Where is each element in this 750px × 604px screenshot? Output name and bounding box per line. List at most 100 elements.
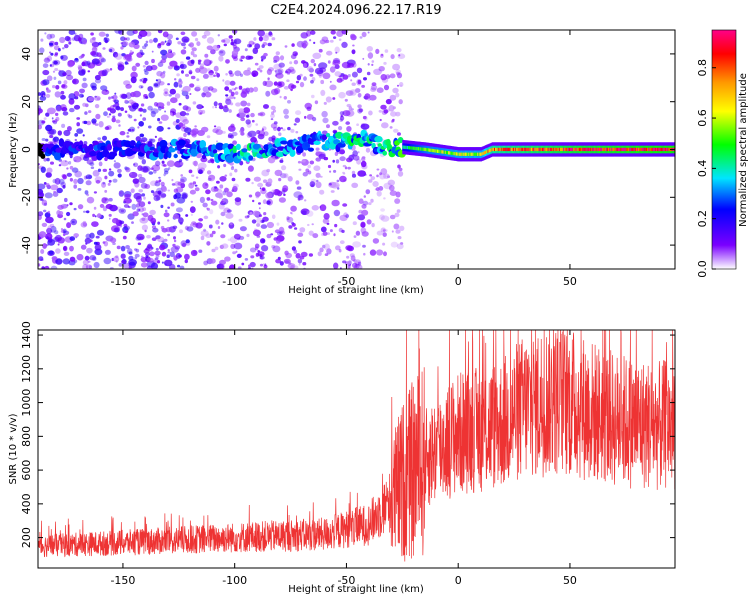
spectrogram-speckle — [150, 110, 156, 118]
spectrogram-speckle — [160, 72, 166, 79]
spectrogram-speckle — [308, 253, 313, 257]
spectrogram-speckle — [218, 55, 224, 62]
spectrogram-speckle — [395, 229, 401, 234]
spectrogram-speckle — [124, 167, 130, 171]
spectrogram-speckle — [58, 48, 61, 52]
spectrogram-speckle — [177, 264, 181, 268]
spectrogram-speckle — [250, 255, 255, 259]
spectrogram-speckle — [379, 118, 382, 122]
spectrogram-ridge-blob — [252, 143, 261, 150]
spectrogram-speckle — [103, 37, 110, 43]
spectrogram-speckle — [342, 110, 351, 117]
spectrogram-speckle — [70, 218, 78, 226]
spectrogram-speckle — [101, 89, 110, 95]
spectrogram-speckle — [383, 84, 390, 91]
spectrogram-speckle — [397, 84, 399, 87]
spectrogram-speckle — [234, 91, 239, 95]
spectrogram-band-core — [567, 147, 570, 152]
spectrogram-speckle — [42, 79, 50, 86]
spectrogram-speckle — [350, 255, 356, 262]
spectrogram-speckle — [133, 162, 139, 168]
spectrogram-speckle — [148, 125, 152, 129]
spectrogram-speckle — [259, 187, 262, 190]
spectrogram-speckle — [259, 253, 263, 258]
spectrogram-speckle — [337, 187, 340, 190]
spectrogram-speckle — [392, 87, 399, 94]
spectrogram-speckle — [271, 37, 276, 41]
spectrogram-speckle — [150, 180, 158, 187]
spectrogram-band-core — [492, 147, 495, 152]
spectrogram-speckle — [228, 125, 236, 132]
spectrogram-band-core — [450, 151, 452, 155]
spectrogram-speckle — [276, 222, 280, 226]
spectrogram-speckle — [78, 66, 83, 71]
spectrogram-speckle — [66, 222, 72, 229]
spectrogram-speckle — [384, 49, 389, 53]
spectrogram-speckle — [173, 81, 179, 88]
spectrogram-speckle — [158, 106, 162, 111]
spectrogram-speckle — [189, 42, 194, 48]
spectrogram-speckle — [342, 164, 347, 168]
spectrogram-speckle — [329, 66, 336, 73]
spectrogram-speckle — [210, 198, 214, 202]
spectrogram-speckle — [167, 206, 170, 209]
spectrogram-speckle — [49, 51, 52, 54]
spectrogram-speckle — [51, 256, 58, 261]
spectrogram-speckle — [261, 169, 270, 177]
spectrogram-band-core — [426, 148, 429, 152]
spectrogram-speckle — [262, 239, 265, 243]
spectrogram-band-core — [510, 147, 513, 152]
spectrogram-speckle — [161, 160, 165, 164]
spectrogram-speckle — [301, 40, 309, 48]
spectrogram-band-core — [553, 147, 555, 152]
spectrogram-speckle — [134, 248, 138, 251]
spectrogram-speckle — [64, 35, 71, 42]
spectrogram-speckle — [322, 218, 330, 224]
spectrogram-speckle — [213, 65, 219, 72]
spectrogram-band-core — [585, 147, 588, 152]
spectrogram-speckle — [113, 227, 119, 233]
spectrogram-speckle — [361, 84, 365, 88]
spectrogram-speckle — [63, 217, 67, 221]
spectrogram-speckle — [202, 73, 209, 79]
spectrogram-ridge-blob — [223, 147, 231, 156]
spectrogram-speckle — [270, 105, 276, 111]
spectrogram-speckle — [361, 157, 366, 162]
spectrogram-speckle — [381, 53, 384, 57]
spectrogram-speckle — [258, 36, 263, 42]
spectrogram-speckle — [161, 58, 167, 64]
spectrogram-band-core — [519, 147, 522, 152]
spectrogram-band-core — [662, 147, 665, 152]
spectrogram-speckle — [89, 255, 96, 261]
spectrogram-speckle — [171, 52, 176, 56]
spectrogram-speckle — [298, 240, 302, 244]
spectrogram-speckle — [227, 133, 233, 138]
spectrogram-speckle — [333, 233, 336, 237]
spectrogram-speckle — [164, 91, 168, 94]
spectrogram-speckle — [191, 128, 199, 135]
spectrogram-speckle — [189, 189, 196, 195]
spectrogram-band-core — [529, 147, 532, 152]
spectrogram-band-core — [463, 152, 466, 156]
spectrogram-speckle — [73, 58, 79, 63]
spectrogram-speckle — [94, 74, 101, 81]
spectrogram-band-core — [575, 147, 578, 152]
spectrogram-speckle — [137, 242, 142, 246]
spectrogram-speckle — [169, 251, 175, 258]
spectrogram-speckle — [45, 124, 53, 132]
spectrogram-speckle — [225, 98, 232, 105]
spectrogram-speckle — [385, 229, 388, 232]
spectrogram-speckle — [41, 198, 44, 202]
spectrogram-speckle — [105, 33, 110, 37]
spectrogram-speckle — [102, 135, 107, 141]
spectrogram-speckle — [240, 55, 245, 59]
spectrogram-speckle — [280, 173, 287, 179]
spectrogram-speckle — [351, 170, 356, 175]
spectrogram-speckle — [329, 80, 332, 83]
spectrogram-speckle — [43, 157, 47, 162]
spectrogram-speckle — [183, 38, 188, 43]
spectrogram-speckle — [231, 87, 235, 91]
spectrogram-speckle — [141, 86, 143, 89]
spectrogram-band-core — [634, 147, 637, 152]
